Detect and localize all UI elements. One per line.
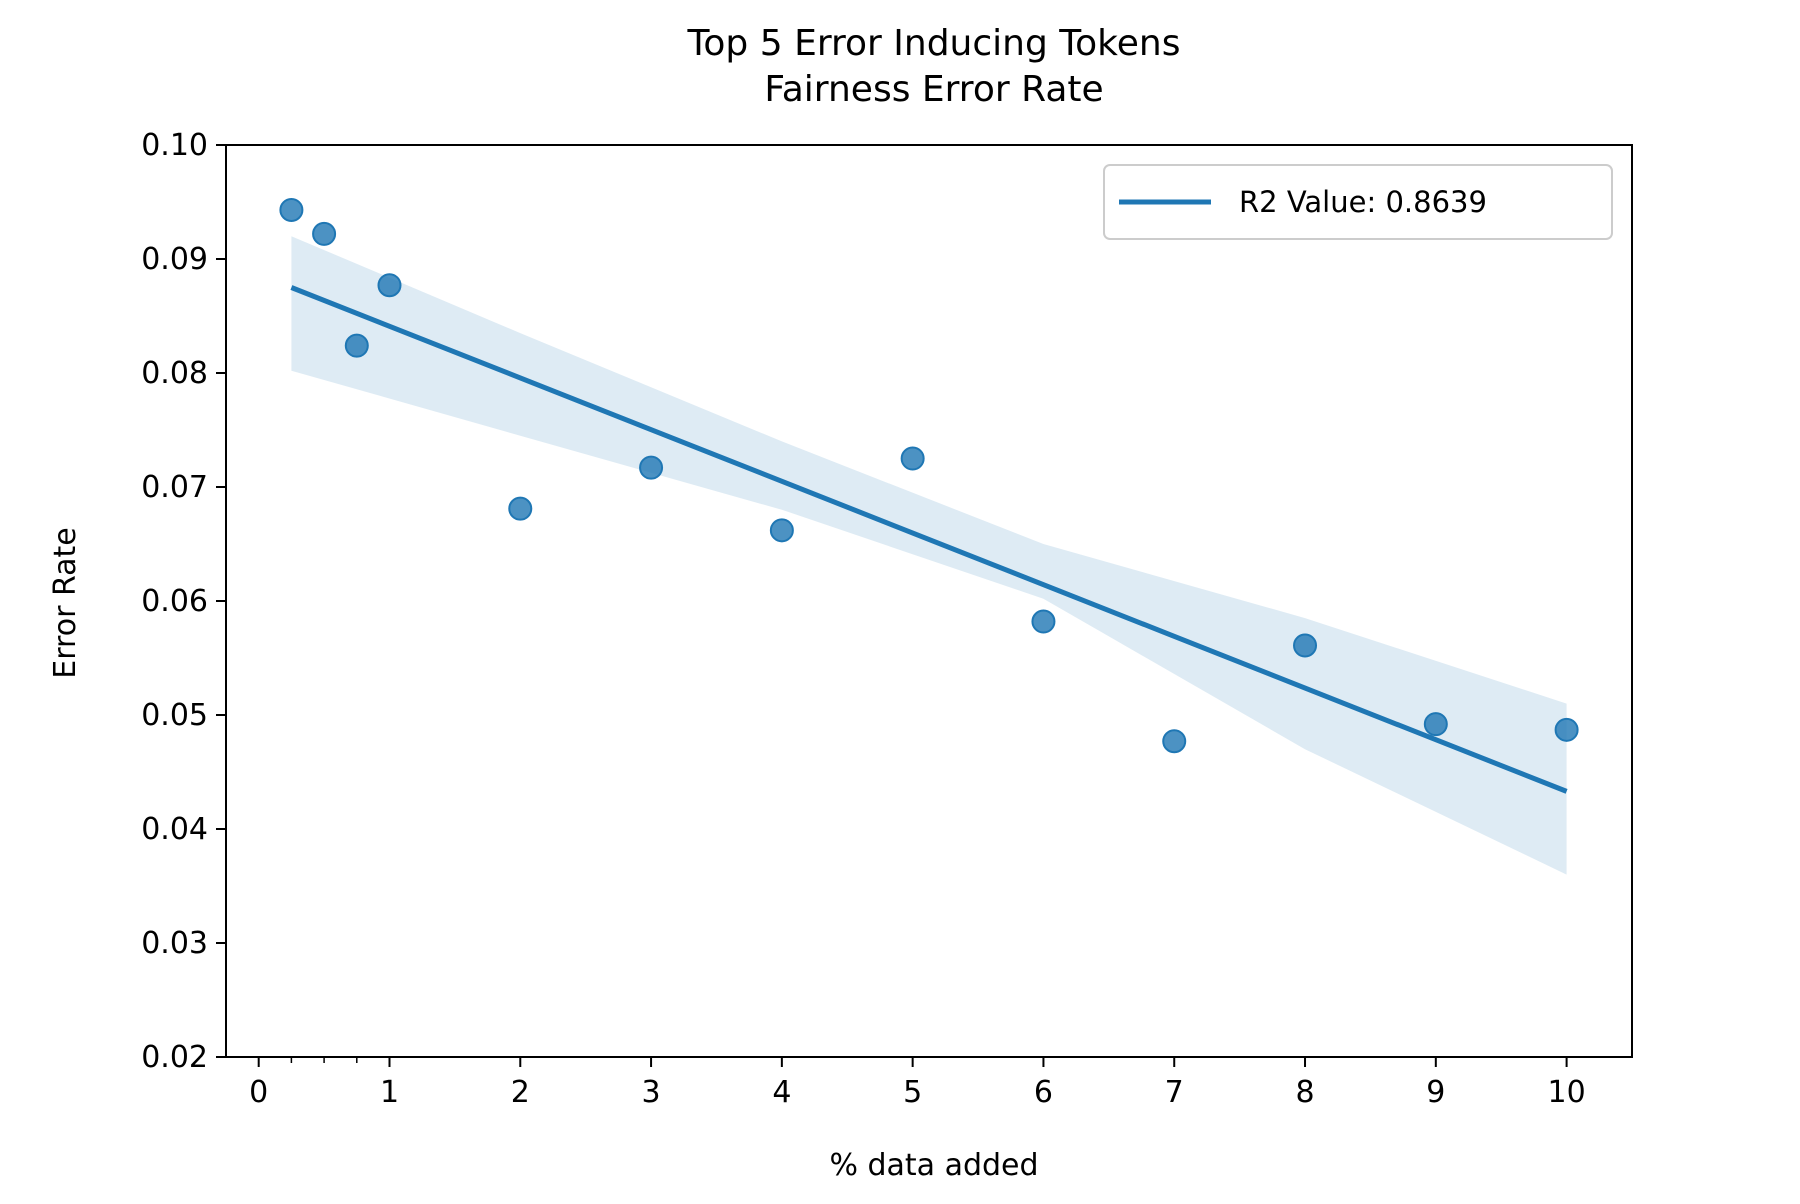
x-tick-label: 6 [1034,1075,1053,1110]
regression-line [290,285,1568,794]
data-point [639,455,664,480]
data-point [900,446,925,471]
x-tick-label: 5 [903,1075,922,1110]
y-axis-label: Error Rate [48,527,83,678]
data-point [279,197,304,222]
y-tick-label: 0.07 [141,470,208,505]
data-point [312,221,337,246]
data-point [1423,712,1448,737]
legend-box [1103,164,1613,240]
y-tick-label: 0.10 [141,128,208,163]
legend: R2 Value: 0.8639 [1103,164,1613,240]
y-tick-label: 0.03 [141,926,208,961]
data-point [1162,729,1187,754]
chart-title: Top 5 Error Inducing Tokens [687,23,1181,64]
scatter-points-layer [279,197,1579,754]
x-tick-label: 10 [1548,1075,1586,1110]
y-tick-label: 0.05 [141,698,208,733]
x-tick-label: 2 [511,1075,530,1110]
y-tick-label: 0.09 [141,242,208,277]
y-tick-label: 0.06 [141,584,208,619]
y-tick-label: 0.04 [141,812,208,847]
x-tick-label: 4 [772,1075,791,1110]
plot-frame [225,144,1633,1058]
x-tick-label: 3 [642,1075,661,1110]
x-axis-label: % data added [829,1148,1038,1183]
confidence-band-layer [291,236,1567,875]
y-tick-label: 0.08 [141,356,208,391]
legend-label: R2 Value: 0.8639 [1239,185,1487,219]
regression-line-layer [290,285,1568,794]
axes-layer: 0 1 2 3 4 5 6 7 8 9 10 0.02 0.03 0.04 0.05 0.06 0.07 0.08… [141,128,1633,1110]
data-point [1293,633,1318,658]
y-tick-label: 0.02 [141,1040,208,1075]
data-point [508,496,533,521]
x-tick-label: 9 [1426,1075,1445,1110]
data-point [1554,717,1579,742]
data-point [769,518,794,543]
x-tick-label: 8 [1295,1075,1314,1110]
x-tick-label: 1 [380,1075,399,1110]
confidence-band [291,236,1567,875]
chart-subtitle: Fairness Error Rate [764,69,1103,110]
x-tick-label: 7 [1165,1075,1184,1110]
data-point [344,333,369,358]
x-tick-label: 0 [249,1075,268,1110]
data-point [1031,609,1056,634]
data-point [377,273,402,298]
